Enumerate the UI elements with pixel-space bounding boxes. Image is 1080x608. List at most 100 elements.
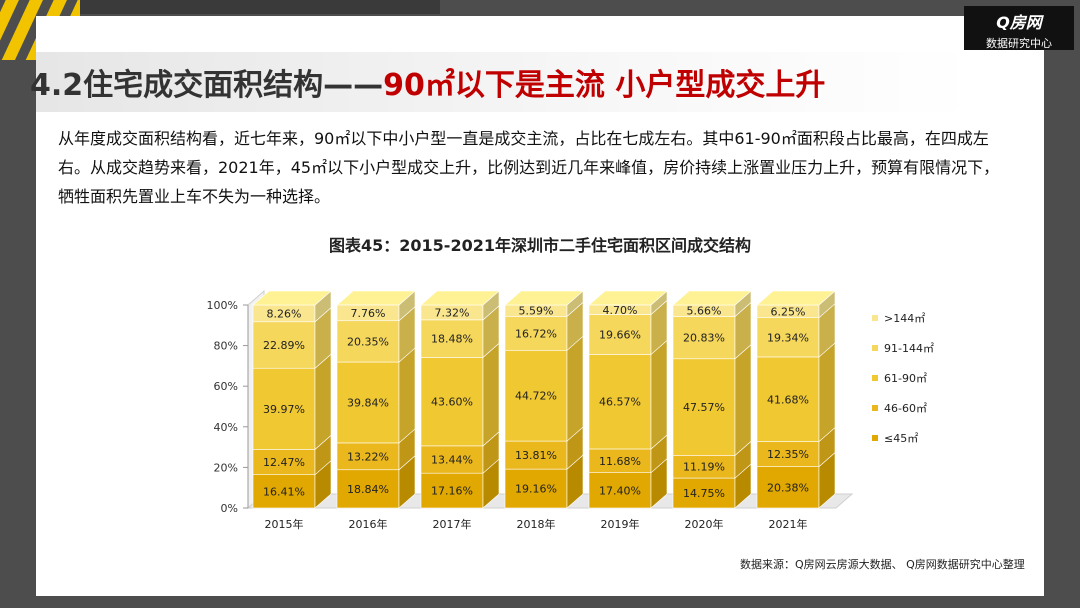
legend-swatch (872, 345, 878, 351)
x-category-label: 2021年 (769, 517, 808, 531)
data-label: 46.57% (599, 396, 641, 409)
legend-label: >144㎡ (884, 312, 925, 325)
bar-segment (504, 349, 568, 442)
data-label: 13.44% (431, 454, 473, 467)
x-category-label: 2016年 (349, 517, 388, 531)
data-label: 17.16% (431, 485, 473, 498)
logo-name: Q房网 (996, 13, 1042, 32)
bar-segment (672, 477, 736, 509)
data-label: 8.26% (267, 307, 302, 320)
data-label: 4.70% (603, 304, 638, 317)
bar-segment-side (818, 342, 836, 443)
bar-segment (252, 449, 316, 475)
x-category-label: 2020年 (685, 517, 724, 531)
data-label: 20.83% (683, 332, 725, 345)
bar-segment (252, 321, 316, 369)
x-category-label: 2019年 (601, 517, 640, 531)
data-label: 20.35% (347, 335, 389, 348)
data-label: 5.59% (519, 305, 554, 318)
bar-segment (336, 442, 400, 471)
data-label: 12.47% (263, 456, 305, 469)
legend-label: 46-60㎡ (884, 402, 927, 415)
data-label: 18.84% (347, 483, 389, 496)
bar-top (756, 290, 836, 306)
bar-segment (420, 472, 484, 509)
data-source: 数据来源：Q房网云房源大数据、 Q房网数据研究中心整理 (740, 558, 1025, 571)
bar-segment-side (398, 347, 416, 444)
bar-top (504, 290, 584, 306)
bar-segment-side (734, 344, 752, 457)
bar-segment (336, 469, 400, 509)
bar-segment-side (314, 353, 332, 451)
summary-paragraph: 从年度成交面积结构看，近七年来，90㎡以下中小户型一直是成交主流，占比在七成左右… (58, 129, 1000, 206)
y-tick-label: 40% (214, 421, 238, 434)
bar-segment-side (566, 335, 584, 442)
top-bar (80, 0, 440, 14)
data-label: 44.72% (515, 390, 557, 403)
bar-segment (756, 441, 820, 467)
data-label: 19.66% (599, 328, 641, 341)
legend-swatch (872, 435, 878, 441)
bar-top (420, 290, 500, 306)
data-label: 5.66% (687, 305, 722, 318)
bar-top (252, 290, 332, 306)
title-prefix: 4.2住宅成交面积结构—— (30, 68, 384, 103)
data-label: 41.68% (767, 393, 809, 406)
data-label: 47.57% (683, 401, 725, 414)
bar-top (672, 290, 752, 306)
legend-label: ≤45㎡ (884, 432, 918, 445)
bar-segment-side (482, 342, 500, 447)
data-label: 7.76% (351, 307, 386, 320)
data-label: 20.38% (767, 481, 809, 494)
brand-logo: Q房网 数据研究中心 (964, 6, 1074, 50)
data-label: 17.40% (599, 484, 641, 497)
bar-top (336, 290, 416, 306)
data-label: 16.72% (515, 327, 557, 340)
chart-title: 图表45：2015-2021年深圳市二手住宅面积区间成交结构 (329, 236, 751, 255)
y-tick-label: 60% (214, 380, 238, 393)
bar-segment (504, 316, 568, 351)
legend-label: 91-144㎡ (884, 342, 934, 355)
data-label: 19.16% (515, 483, 557, 496)
data-label: 19.34% (767, 331, 809, 344)
y-tick-label: 80% (214, 340, 238, 353)
data-label: 7.32% (435, 306, 470, 319)
legend-label: 61-90㎡ (884, 372, 927, 385)
legend-swatch (872, 375, 878, 381)
legend-swatch (872, 315, 878, 321)
bar-segment (672, 358, 736, 456)
data-label: 14.75% (683, 487, 725, 500)
data-label: 11.68% (599, 455, 641, 468)
bar-segment (756, 466, 820, 509)
data-label: 6.25% (771, 305, 806, 318)
data-label: 39.97% (263, 403, 305, 416)
legend-swatch (872, 405, 878, 411)
data-label: 18.48% (431, 333, 473, 346)
logo-subtitle: 数据研究中心 (986, 37, 1052, 50)
data-label: 13.81% (515, 449, 557, 462)
data-label: 12.35% (767, 448, 809, 461)
bar-segment (252, 367, 316, 450)
y-tick-label: 100% (207, 299, 238, 312)
x-category-label: 2017年 (433, 517, 472, 531)
data-label: 13.22% (347, 450, 389, 463)
x-category-label: 2018年 (517, 517, 556, 531)
slide-title: 4.2住宅成交面积结构——90㎡以下是主流 小户型成交上升 (30, 60, 825, 104)
data-label: 16.41% (263, 485, 305, 498)
data-label: 43.60% (431, 396, 473, 409)
title-background (36, 52, 976, 112)
data-label: 39.84% (347, 396, 389, 409)
bar-segment (420, 445, 484, 474)
y-tick-label: 20% (214, 461, 238, 474)
bar-segment (420, 319, 484, 358)
bar-top (588, 290, 668, 306)
bar-segment (504, 468, 568, 509)
bar-segment (336, 320, 400, 363)
data-label: 11.19% (683, 461, 725, 474)
bar-segment-side (650, 339, 668, 450)
title-highlight: 90㎡以下是主流 小户型成交上升 (383, 68, 826, 103)
x-category-label: 2015年 (265, 517, 304, 531)
data-label: 22.89% (263, 339, 305, 352)
bar-segment (336, 361, 400, 444)
